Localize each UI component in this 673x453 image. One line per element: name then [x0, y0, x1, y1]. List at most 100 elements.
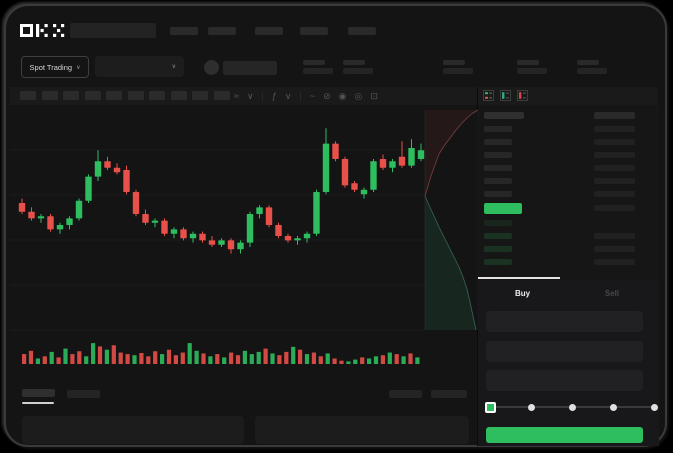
- volume-bar: [408, 353, 413, 364]
- market-type-label: Spot Trading: [29, 62, 73, 72]
- ask-price-skeleton: [484, 191, 512, 197]
- pair-name-skeleton: [223, 61, 277, 75]
- volume-bar: [222, 357, 227, 364]
- stat-label-skeleton: [443, 60, 465, 65]
- candle-body: [199, 233, 206, 241]
- nav-item-skeleton[interactable]: [170, 27, 198, 35]
- tab-sell[interactable]: Sell: [604, 288, 620, 298]
- candle-body: [303, 233, 311, 239]
- volume-bar: [394, 354, 399, 364]
- market-type-select[interactable]: Spot Trading ∨: [21, 56, 89, 78]
- candle-body: [370, 161, 377, 190]
- slider-step-dot[interactable]: [609, 403, 617, 411]
- interval-button-skeleton[interactable]: [20, 91, 36, 100]
- nav-item-skeleton[interactable]: [208, 27, 236, 35]
- chevron-down-icon[interactable]: ∨: [246, 90, 254, 101]
- volume-bar: [367, 358, 372, 364]
- footer-tab-orders[interactable]: [22, 389, 55, 397]
- ask-amount-skeleton: [594, 165, 635, 171]
- interval-button-skeleton[interactable]: [170, 91, 187, 100]
- fullscreen-icon[interactable]: ⊡: [370, 90, 378, 101]
- volume-bar: [111, 345, 116, 364]
- candlestick-chart[interactable]: [10, 104, 478, 376]
- total-input-skeleton[interactable]: [486, 370, 643, 391]
- last-amount-skeleton: [594, 205, 635, 211]
- volume-bar: [194, 350, 199, 364]
- stat-value-skeleton: [577, 68, 607, 74]
- divider: |: [261, 91, 264, 101]
- coin-avatar: [204, 60, 219, 75]
- candle-body: [360, 189, 368, 195]
- footer-panel-skeleton: [22, 416, 244, 444]
- volume-bar: [339, 360, 344, 364]
- chevron-down-icon: ∨: [76, 64, 81, 71]
- interval-button-skeleton[interactable]: [127, 91, 144, 100]
- last-price-highlight[interactable]: [484, 203, 522, 214]
- slider-handle[interactable]: [485, 402, 496, 413]
- slider-step-dot[interactable]: [568, 403, 576, 411]
- interval-button-skeleton[interactable]: [63, 91, 79, 100]
- zigzag-pattern-icon[interactable]: ≈: [234, 91, 239, 101]
- slider-step-dot[interactable]: [650, 403, 658, 411]
- volume-bar: [415, 357, 420, 364]
- interval-button-skeleton[interactable]: [149, 91, 165, 100]
- tab-buy[interactable]: Buy: [514, 288, 531, 298]
- stat-value-skeleton: [343, 68, 373, 74]
- amount-input-skeleton[interactable]: [486, 341, 643, 362]
- divider: |: [299, 91, 302, 101]
- okx-logo[interactable]: [20, 24, 66, 37]
- search-bar-skeleton[interactable]: [70, 23, 156, 38]
- pair-select[interactable]: ∨: [95, 56, 184, 77]
- orderbook-all-icon[interactable]: [483, 90, 494, 101]
- buy-submit-button[interactable]: [486, 427, 643, 443]
- volume-bar: [35, 358, 40, 364]
- indicator-fx-icon[interactable]: ƒ: [271, 91, 277, 101]
- interval-button-skeleton[interactable]: [41, 91, 58, 100]
- drawing-tool-icon[interactable]: ⊘: [323, 90, 331, 101]
- bid-price-skeleton: [484, 259, 512, 265]
- slider-step-dot[interactable]: [527, 403, 535, 411]
- volume-bar: [91, 343, 96, 364]
- footer-tab-history[interactable]: [67, 390, 100, 398]
- volume-bar: [346, 361, 351, 364]
- footer-action-skeleton[interactable]: [431, 390, 467, 398]
- volume-bar: [360, 357, 365, 364]
- footer-action-skeleton[interactable]: [389, 390, 422, 398]
- chevron-down-icon[interactable]: ∨: [284, 90, 292, 101]
- ask-price-skeleton: [484, 139, 512, 145]
- candle-body: [28, 211, 35, 219]
- volume-bar: [63, 348, 68, 364]
- interval-button-skeleton[interactable]: [84, 91, 101, 100]
- volume-bar: [22, 354, 27, 364]
- interval-button-skeleton[interactable]: [192, 91, 208, 100]
- interval-button-skeleton[interactable]: [106, 91, 122, 100]
- orderbook-bids-icon[interactable]: [500, 90, 511, 101]
- camera-icon[interactable]: ◉: [338, 90, 347, 101]
- clock-icon[interactable]: ◎: [354, 90, 363, 101]
- volume-bar: [387, 352, 392, 364]
- volume-bar: [325, 353, 330, 364]
- volume-bar: [97, 346, 103, 364]
- orderbook-asks-icon[interactable]: [517, 90, 528, 101]
- ask-amount-skeleton: [594, 152, 635, 158]
- interval-button-skeleton[interactable]: [213, 91, 230, 100]
- bid-price-skeleton: [484, 233, 512, 239]
- footer-active-tab-indicator: [22, 402, 54, 404]
- price-input-skeleton[interactable]: [486, 311, 643, 332]
- candle-body: [398, 156, 406, 166]
- panel-divider: [477, 87, 478, 446]
- candle-body: [113, 167, 121, 173]
- volume-bar: [132, 355, 137, 364]
- line-tool-icon[interactable]: ~: [309, 91, 316, 101]
- nav-item-skeleton[interactable]: [300, 27, 328, 35]
- volume-bar: [84, 356, 89, 364]
- volume-bar: [166, 349, 172, 364]
- nav-item-skeleton[interactable]: [348, 27, 376, 35]
- volume-bar: [173, 355, 178, 364]
- volume-bar: [311, 352, 316, 364]
- volume-bar: [256, 351, 261, 364]
- nav-item-skeleton[interactable]: [255, 27, 283, 35]
- volume-bar: [215, 354, 220, 364]
- stat-label-skeleton: [517, 60, 539, 65]
- volume-bar: [160, 354, 165, 364]
